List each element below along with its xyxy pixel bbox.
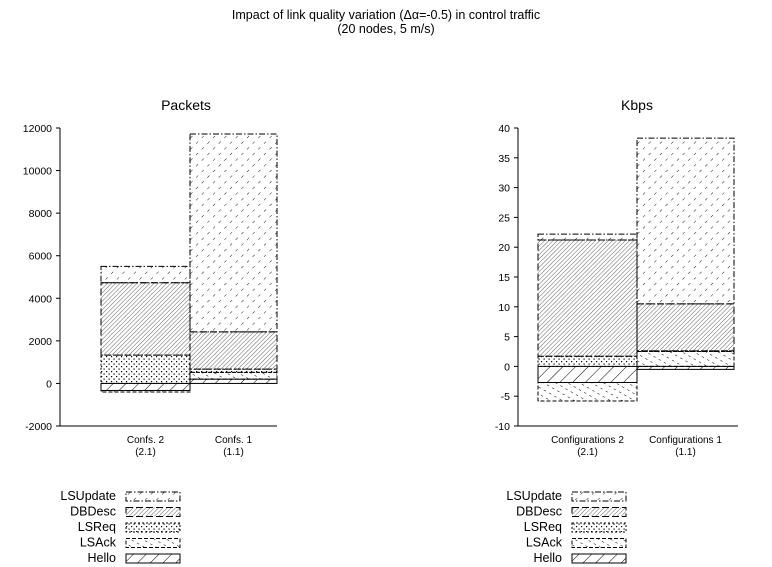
y-tick-label: 25: [498, 212, 510, 224]
bar-segment-lsack: [189, 371, 278, 380]
legend-label: LSUpdate: [60, 489, 116, 503]
bar-segment-lsack: [100, 389, 191, 393]
bar-segment-dbdesc: [537, 239, 638, 357]
legend-swatch-dbdesc: [571, 507, 627, 517]
y-tick-label: 5: [504, 332, 510, 344]
bar-segment-lsreq: [537, 355, 638, 367]
legend-swatch-dbdesc: [125, 507, 181, 517]
y-tick-label: -2000: [25, 421, 52, 433]
x-tick-sublabel: (1.1): [223, 447, 244, 458]
legend-label: DBDesc: [516, 505, 562, 519]
bar-segment-hello: [537, 365, 638, 383]
bar-segment-lsupdate: [537, 233, 638, 241]
y-tick-label: 10: [498, 302, 510, 314]
y-tick-label: 30: [498, 183, 510, 195]
legend-swatch-hello: [571, 553, 627, 564]
legend-swatch-lsupdate: [125, 491, 181, 502]
legend-swatch-hello: [125, 553, 181, 564]
legend-swatch-lsreq: [571, 522, 627, 533]
x-tick-label: Confs. 2: [127, 435, 165, 446]
bar-segment-lsupdate: [100, 265, 191, 284]
bar-segment-hello: [100, 382, 191, 391]
y-tick-label: 12000: [23, 123, 52, 135]
y-tick-label: 15: [498, 272, 510, 284]
y-tick-label: -5: [501, 391, 510, 403]
y-tick-label: 10000: [23, 166, 52, 178]
chart-title: Kbps: [621, 97, 653, 113]
y-tick-label: 8000: [29, 208, 53, 220]
x-tick-sublabel: (2.1): [135, 447, 156, 458]
x-tick-label: Configurations 1: [649, 435, 722, 446]
legend-label: Hello: [534, 551, 563, 565]
x-tick-label: Configurations 2: [551, 435, 624, 446]
legend-label: LSAck: [80, 536, 117, 550]
x-tick-sublabel: (2.1): [577, 447, 598, 458]
bar-segment-lsack: [537, 381, 638, 402]
bar-segment-lsack: [636, 351, 735, 367]
bar-segment-hello: [189, 378, 278, 384]
y-tick-label: 2000: [29, 336, 53, 348]
bar-segment-lsreq: [100, 354, 191, 384]
legend-swatch-lsack: [571, 538, 627, 548]
bar-segment-lsreq: [189, 368, 278, 373]
legend-label: LSReq: [78, 520, 116, 534]
y-tick-label: 0: [504, 361, 510, 373]
y-tick-label: 0: [46, 378, 52, 390]
legend-label: Hello: [88, 551, 117, 565]
figure-title-line2: (20 nodes, 5 m/s): [337, 22, 434, 36]
chart-packets: Packets -2000 0 2000 4000 6000 8000 10000 12000 C…: [23, 97, 278, 565]
chart-kbps: Kbps -10 -5 0 5 10 15 20 25 30 35 40 Configurations …: [495, 97, 738, 565]
legend-swatch-lsreq: [125, 522, 181, 533]
legend-swatch-lsupdate: [571, 491, 627, 502]
y-tick-label: 4000: [29, 293, 53, 305]
legend-label: LSUpdate: [506, 489, 562, 503]
y-tick-label: -10: [495, 421, 510, 433]
y-tick-label: 6000: [29, 251, 53, 263]
legend-swatch-lsack: [125, 538, 181, 548]
y-tick-label: 35: [498, 153, 510, 165]
legend-label: DBDesc: [70, 505, 116, 519]
chart-title: Packets: [161, 97, 211, 113]
legend-label: LSReq: [524, 520, 562, 534]
bar-segment-dbdesc: [100, 282, 191, 356]
bar-segment-lsupdate: [189, 133, 278, 333]
y-tick-label: 40: [498, 123, 510, 135]
y-tick-label: 20: [498, 242, 510, 254]
legend-label: LSAck: [526, 536, 563, 550]
x-tick-label: Confs. 1: [215, 435, 253, 446]
figure-title-line1: Impact of link quality variation (Δα=-0.…: [232, 8, 540, 22]
bar-segment-lsupdate: [636, 137, 735, 305]
bar-segment-dbdesc: [636, 303, 735, 352]
bar-segment-dbdesc: [189, 331, 278, 370]
x-tick-sublabel: (1.1): [675, 447, 696, 458]
